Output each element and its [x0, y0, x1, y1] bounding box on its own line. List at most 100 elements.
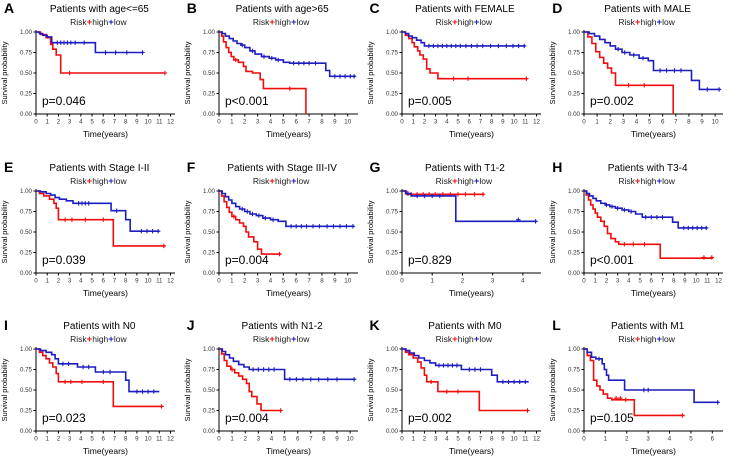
censor-marks-high: [62, 379, 164, 409]
risk-legend: Risk+high+low: [197, 334, 366, 345]
x-tick-label: 7: [674, 119, 678, 126]
x-tick-label: 8: [687, 119, 691, 126]
x-tick-label: 2: [609, 119, 613, 126]
x-tick-label: 0: [400, 119, 404, 126]
y-tick-label: 0.50: [20, 70, 33, 77]
legend-high-marker-icon: +: [452, 17, 458, 28]
legend-low-label: low: [113, 17, 127, 27]
y-tick-label: 1.00: [385, 29, 398, 36]
panel-letter: H: [552, 158, 563, 175]
y-tick-label: 0.75: [203, 50, 216, 57]
panel-title: Patients with T3-4: [607, 162, 688, 174]
y-tick-label: 0.00: [20, 111, 33, 118]
x-tick-label: 4: [521, 277, 525, 284]
x-tick-label: 7: [113, 119, 117, 126]
legend-high-label: high: [274, 17, 292, 27]
x-tick-label: 9: [335, 436, 339, 443]
censor-marks-high: [67, 70, 168, 76]
x-tick-label: 4: [445, 119, 449, 126]
km-curve-low-risk: [36, 189, 160, 232]
legend-low-marker-icon: +: [473, 175, 480, 187]
panel-letter: I: [4, 317, 8, 334]
x-tick-label: 3: [68, 277, 72, 284]
y-tick-label: 0.50: [20, 388, 33, 395]
censor-marks-low: [239, 206, 355, 229]
p-value-label: p=0.005: [408, 94, 452, 108]
km-panel-b: B Patients with age>65 Risk+high+low 0.00 0.…: [183, 0, 366, 159]
legend-risk-label: Risk: [435, 175, 453, 186]
risk-legend: Risk+high+low: [14, 334, 183, 345]
y-tick-label: 0.25: [568, 249, 581, 256]
legend-high-label: high: [640, 334, 657, 345]
y-axis-title: Survival probability: [183, 359, 192, 422]
km-panel-j: J Patients with N1-2 Risk+high+low 0.00 0.25…: [183, 317, 366, 476]
legend-high-marker-icon: +: [86, 334, 93, 346]
x-tick-label: 0: [400, 436, 404, 443]
x-tick-label: 0: [583, 119, 587, 126]
legend-high-marker-icon: +: [452, 334, 458, 346]
y-tick-label: 0.25: [20, 408, 33, 415]
x-tick-label: 5: [648, 119, 652, 126]
y-tick-label: 0.50: [568, 70, 581, 77]
legend-low-label: low: [662, 334, 675, 345]
x-tick-label: 8: [672, 277, 676, 284]
x-tick-label: 9: [135, 119, 139, 126]
x-tick-label: 11: [522, 119, 529, 126]
y-tick-label: 0.25: [568, 408, 581, 415]
legend-low-marker-icon: +: [108, 334, 114, 346]
risk-legend: Risk+high+low: [14, 176, 183, 187]
legend-low-label: low: [479, 334, 493, 345]
km-curve-low-risk: [584, 348, 719, 404]
panel-title: Patients with N0: [63, 321, 136, 333]
x-tick-label: 1: [230, 277, 234, 284]
x-axis-title: Time(years): [448, 288, 493, 298]
y-tick-label: 0.25: [385, 408, 398, 415]
legend-low-label: low: [296, 175, 310, 186]
km-curve-low-risk: [218, 31, 356, 78]
legend-low-label: low: [113, 334, 127, 345]
legend-low-marker-icon: +: [473, 17, 480, 28]
x-tick-label: 5: [456, 436, 460, 443]
y-axis-title: Survival probability: [366, 200, 375, 263]
censor-marks-high: [229, 367, 283, 414]
y-tick-label: 0.00: [20, 270, 33, 277]
y-tick-label: 0.25: [568, 91, 581, 98]
legend-high-marker-icon: +: [634, 334, 641, 346]
y-tick-label: 0.25: [203, 91, 216, 98]
panel-letter: J: [186, 317, 195, 334]
legend-low-label: low: [662, 175, 675, 186]
x-tick-label: 11: [156, 436, 163, 443]
panel-title: Patients with T1-2: [424, 162, 505, 174]
x-tick-label: 1: [411, 119, 415, 126]
km-curve-low-risk: [401, 31, 525, 47]
x-tick-label: 10: [145, 277, 152, 284]
y-tick-label: 0.25: [20, 249, 33, 256]
km-curve-low-risk: [218, 348, 356, 381]
censor-marks-low: [76, 200, 161, 234]
km-plot-e: 0.000.250.500.751.000 1 2 3 4 5 6 7 8 9 10 11 12Surv…: [0, 188, 175, 298]
km-curve-low-risk: [584, 189, 708, 229]
p-value-label: p=0.046: [42, 94, 86, 108]
km-curve-low-risk: [36, 348, 160, 393]
censor-marks-low: [250, 367, 357, 382]
risk-legend: Risk+high+low: [562, 176, 731, 187]
legend-high-label: high: [457, 175, 474, 186]
x-tick-label: 0: [583, 436, 587, 443]
x-tick-label: 1: [430, 277, 434, 284]
legend-high-label: high: [640, 175, 657, 186]
km-panel-e: E Patients with Stage I-II Risk+high+low 0.…: [0, 159, 183, 318]
x-tick-label: 6: [467, 119, 471, 126]
y-tick-label: 1.00: [568, 188, 581, 195]
x-tick-label: 9: [701, 119, 705, 126]
y-tick-label: 1.00: [385, 188, 398, 195]
legend-high-marker-icon: +: [269, 334, 275, 346]
km-curve-high-risk: [36, 348, 163, 408]
legend-high-marker-icon: +: [269, 17, 275, 28]
x-tick-label: 7: [307, 119, 311, 126]
y-tick-label: 0.75: [20, 208, 33, 215]
y-tick-label: 0.00: [203, 429, 216, 436]
x-tick-label: 1: [411, 436, 415, 443]
x-tick-label: 1: [45, 277, 49, 284]
y-tick-label: 0.25: [203, 249, 216, 256]
x-tick-label: 10: [344, 277, 351, 284]
